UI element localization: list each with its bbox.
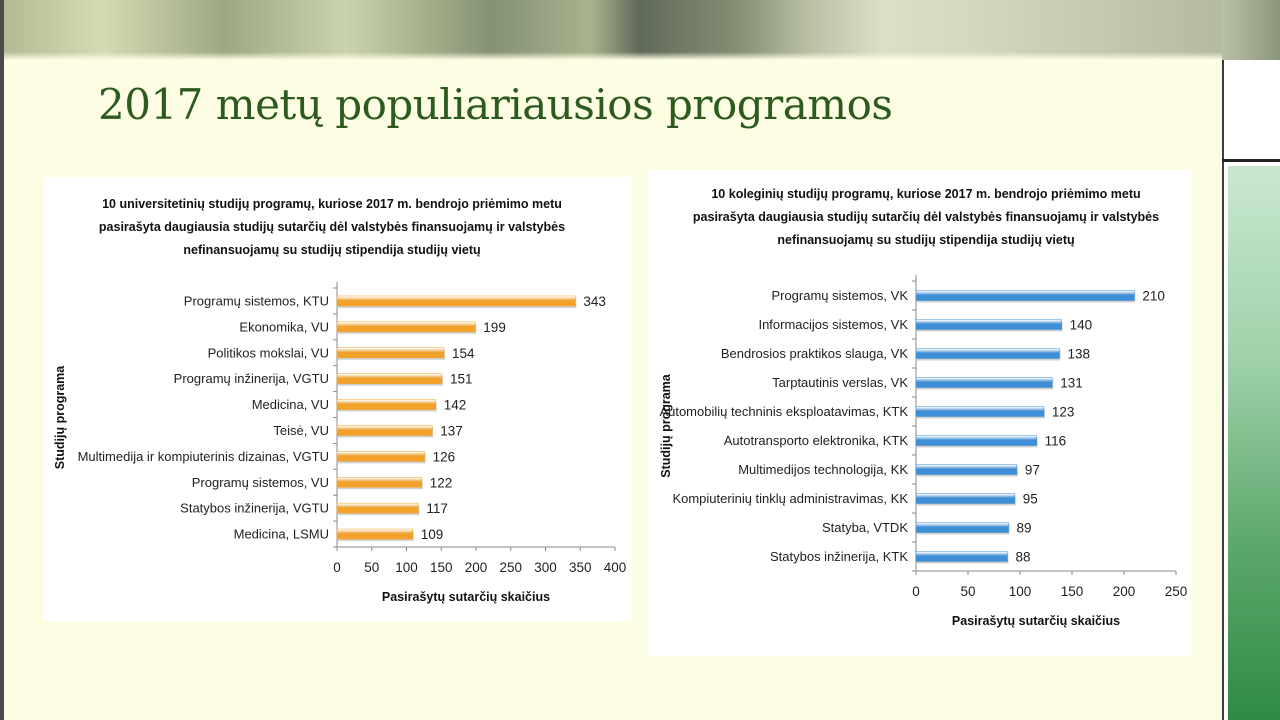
data-label: 89	[1017, 521, 1032, 536]
data-label: 88	[1016, 550, 1031, 565]
chart-title-line: 10 koleginių studijų programų, kuriose 2…	[711, 187, 1140, 201]
chart-college-programs: 10 koleginių studijų programų, kuriose 2…	[648, 170, 1192, 656]
category-label: Bendrosios praktikos slauga, VK	[721, 346, 908, 361]
category-label: Programų sistemos, VU	[192, 475, 329, 490]
category-label: Teisė, VU	[273, 423, 329, 438]
x-tick-label: 0	[912, 584, 920, 599]
data-label: 343	[583, 294, 606, 309]
data-label: 151	[450, 372, 473, 387]
data-label: 154	[452, 346, 475, 361]
chart-title-line: pasirašyta daugiausia studijų sutarčių d…	[693, 210, 1159, 224]
chart-university-programs: 10 universitetinių studijų programų, kur…	[44, 177, 632, 621]
x-tick-label: 200	[1113, 584, 1136, 599]
category-label: Statyba, VTDK	[822, 520, 908, 535]
category-label: Informacijos sistemos, VK	[758, 317, 908, 332]
x-tick-label: 100	[1009, 584, 1032, 599]
bar	[915, 319, 1062, 330]
y-axis-title: Studijų programa	[659, 373, 673, 478]
data-label: 116	[1045, 434, 1067, 449]
x-tick-label: 400	[604, 560, 627, 575]
x-tick-label: 150	[1061, 584, 1084, 599]
chart-university-programs-svg: 10 universitetinių studijų programų, kur…	[53, 197, 627, 604]
category-label: Medicina, VU	[252, 397, 329, 412]
chart-title-line: nefinansuojamų su studijų stipendija stu…	[183, 243, 480, 257]
category-label: Programų inžinerija, VGTU	[174, 371, 329, 386]
category-label: Automobilių techninis eksploatavimas, KT…	[659, 404, 908, 419]
category-label: Autotransporto elektronika, KTK	[724, 433, 909, 448]
bar	[336, 321, 476, 333]
bar	[336, 477, 423, 488]
category-label: Programų sistemos, KTU	[184, 293, 329, 308]
data-label: 210	[1142, 289, 1165, 304]
bar	[915, 435, 1037, 446]
bar	[915, 522, 1009, 533]
chart-title-line: pasirašyta daugiausia studijų sutarčių d…	[99, 220, 565, 234]
data-label: 122	[430, 475, 453, 490]
x-tick-label: 350	[569, 560, 592, 575]
x-tick-label: 250	[499, 560, 522, 575]
bar	[915, 348, 1060, 359]
bar	[915, 464, 1018, 475]
data-label: 109	[421, 527, 444, 542]
page-title: 2017 metų populiariausios programos	[98, 80, 893, 129]
chart-college-programs-svg: 10 koleginių studijų programų, kuriose 2…	[659, 187, 1188, 628]
y-axis-title: Studijų programa	[53, 365, 67, 470]
bar	[915, 493, 1016, 504]
data-label: 97	[1025, 463, 1040, 478]
category-label: Ekonomika, VU	[239, 319, 329, 334]
data-label: 137	[440, 423, 463, 438]
data-label: 199	[483, 320, 506, 335]
data-label: 138	[1068, 347, 1091, 362]
bar	[336, 528, 414, 540]
header-banner-photo	[4, 0, 1226, 60]
right-green-gradient-bar	[1228, 166, 1280, 720]
bar	[336, 373, 443, 384]
data-label: 117	[426, 501, 448, 516]
x-tick-label: 150	[430, 560, 453, 575]
x-tick-label: 0	[333, 560, 341, 575]
chart-title-line: 10 universitetinių studijų programų, kur…	[102, 197, 562, 211]
bar	[915, 290, 1135, 301]
bar	[915, 406, 1045, 417]
x-tick-label: 300	[534, 560, 557, 575]
data-label: 140	[1070, 318, 1093, 333]
x-tick-label: 50	[960, 584, 975, 599]
category-label: Statybos inžinerija, KTK	[770, 549, 908, 564]
right-divider-line	[1222, 159, 1280, 162]
x-tick-label: 200	[465, 560, 488, 575]
x-axis-title: Pasirašytų sutarčių skaičius	[952, 614, 1120, 628]
data-label: 126	[433, 449, 456, 464]
category-label: Multimedijos technologija, KK	[738, 462, 908, 477]
bar	[915, 551, 1008, 562]
bar	[336, 347, 445, 358]
category-label: Politikos mokslai, VU	[208, 345, 329, 360]
x-tick-label: 100	[395, 560, 418, 575]
bar	[336, 295, 576, 307]
category-label: Programų sistemos, VK	[771, 288, 908, 303]
x-tick-label: 50	[364, 560, 379, 575]
category-label: Tarptautinis verslas, VK	[772, 375, 908, 390]
bar	[336, 425, 433, 436]
category-label: Medicina, LSMU	[234, 527, 329, 542]
bar	[336, 502, 419, 514]
x-tick-label: 250	[1165, 584, 1188, 599]
bar	[336, 451, 425, 462]
data-label: 95	[1023, 492, 1038, 507]
category-label: Statybos inžinerija, VGTU	[180, 501, 329, 516]
x-axis-title: Pasirašytų sutarčių skaičius	[382, 590, 550, 604]
data-label: 142	[444, 398, 467, 413]
data-label: 131	[1060, 376, 1083, 391]
right-top-photo-strip	[1222, 0, 1280, 60]
category-label: Multimedija ir kompiuterinis dizainas, V…	[78, 449, 329, 464]
data-label: 123	[1052, 405, 1075, 420]
bar	[336, 399, 436, 410]
chart-title-line: nefinansuojamų su studijų stipendija stu…	[777, 233, 1074, 247]
bar	[915, 377, 1053, 388]
category-label: Kompiuterinių tinklų administravimas, KK	[672, 491, 908, 506]
